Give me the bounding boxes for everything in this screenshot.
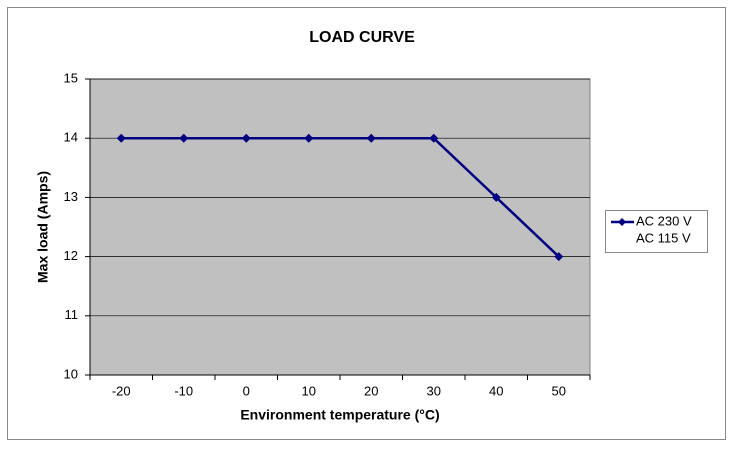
marker: [554, 252, 564, 262]
marker: [241, 133, 251, 143]
marker: [429, 133, 439, 143]
x-tick-label: 20: [364, 383, 378, 398]
y-tick-label: 11: [65, 307, 79, 322]
x-tick-label: 30: [427, 383, 441, 398]
legend-marker: [618, 218, 626, 226]
x-tick-label: 50: [552, 383, 566, 398]
y-tick-label: 15: [64, 70, 78, 85]
marker: [304, 133, 314, 143]
x-tick-label: 40: [489, 383, 503, 398]
y-tick-label: 10: [64, 366, 78, 381]
series-line: [121, 136, 560, 258]
legend-label: AC 230 V: [636, 213, 692, 228]
plot-area: [89, 78, 591, 376]
x-tick-label: 10: [302, 383, 316, 398]
marker: [366, 133, 376, 143]
marker: [116, 133, 126, 143]
y-tick-label: 12: [64, 248, 78, 263]
chart-title: LOAD CURVE: [309, 29, 415, 46]
y-tick-label: 14: [64, 130, 78, 145]
y-tick-label: 13: [64, 189, 78, 204]
x-tick-label: 0: [243, 383, 250, 398]
marker: [179, 133, 189, 143]
y-axis-label: Max load (Amps): [35, 171, 51, 283]
legend-label: AC 115 V: [636, 230, 691, 245]
legend: [605, 210, 708, 253]
marker: [491, 192, 501, 202]
x-tick-label: -10: [174, 383, 193, 398]
x-axis-label: Environment temperature (°C): [240, 407, 439, 423]
x-tick-label: -20: [112, 383, 131, 398]
